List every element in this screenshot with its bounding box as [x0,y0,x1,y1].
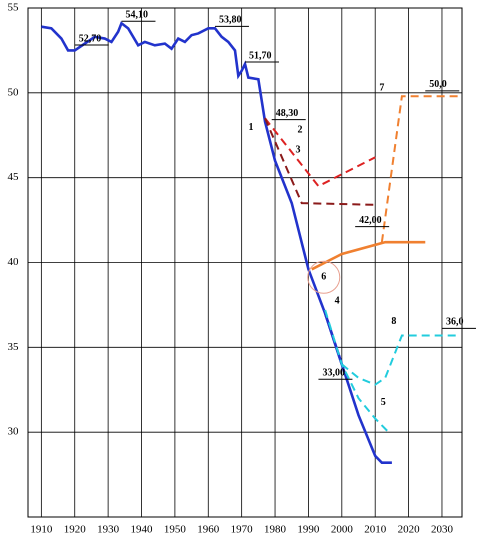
x-tick-label: 1990 [297,524,320,536]
annotation: 53,80 [219,15,242,26]
x-tick-label: 1910 [30,524,53,536]
y-tick-label: 45 [8,171,20,183]
series-label: 1 [249,122,254,133]
y-tick-label: 35 [8,341,20,353]
y-tick-label: 40 [8,256,20,268]
series-line [380,95,459,243]
x-tick-label: 1930 [97,524,120,536]
annotation: 36,0 [446,317,464,328]
x-tick-label: 1920 [64,524,87,536]
annotation: 33,00 [322,368,345,379]
x-tick-label: 1970 [231,524,254,536]
x-tick-label: 1940 [131,524,154,536]
annotation: 54,10 [125,10,148,21]
series-line [264,117,376,188]
x-tick-label: 2000 [331,524,354,536]
annotation: 50,0 [429,79,447,90]
x-tick-label: 2020 [398,524,421,536]
series-label: 8 [391,316,396,327]
series-line [341,334,459,386]
series-line [324,309,390,433]
series-label: 2 [298,125,303,136]
series-line [41,21,392,465]
x-tick-label: 2010 [364,524,387,536]
x-tick-label: 2030 [431,524,454,536]
x-tick-label: 1950 [164,524,187,536]
x-tick-label: 1960 [197,524,220,536]
series-label: 4 [335,296,340,307]
series-label: 7 [379,83,384,94]
highlight-circle [307,260,341,294]
series-label: 5 [381,397,386,408]
y-tick-label: 55 [8,2,20,14]
series-label: 3 [296,145,301,156]
y-tick-label: 50 [8,86,20,98]
x-tick-label: 1980 [264,524,287,536]
annotation: 48,30 [276,108,299,119]
y-tick-label: 30 [8,426,20,438]
annotation: 51,70 [249,50,272,61]
annotation: 42,00 [359,215,382,226]
series-label: 6 [321,272,326,283]
series-line [264,117,376,206]
annotation: 52,70 [79,33,102,44]
plot-frame [27,7,463,518]
